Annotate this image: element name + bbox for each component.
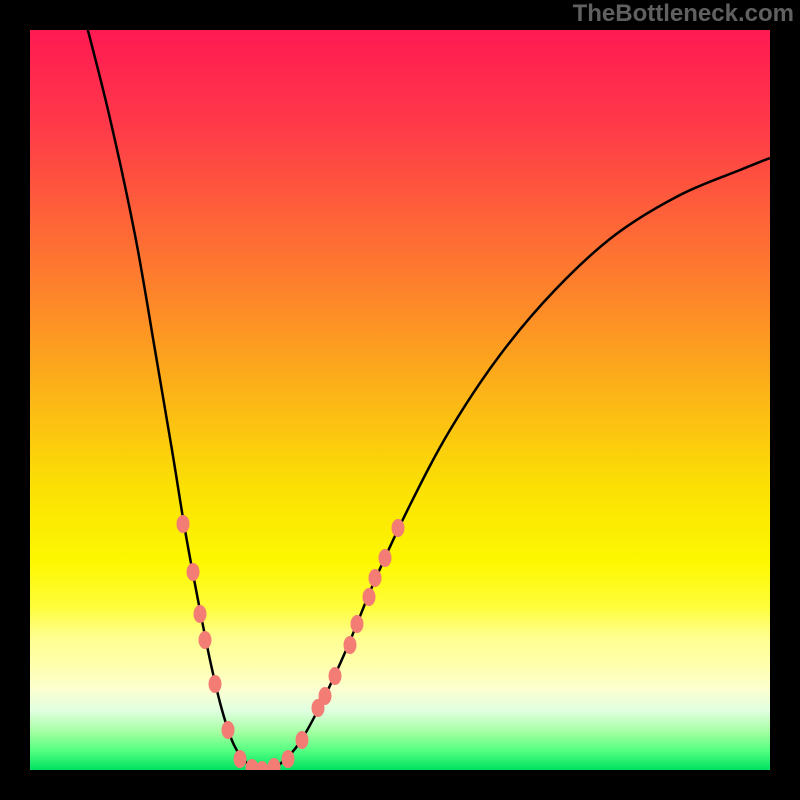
chart-svg xyxy=(0,0,800,800)
data-marker xyxy=(296,731,309,749)
data-marker xyxy=(369,569,382,587)
data-marker xyxy=(222,721,235,739)
data-marker xyxy=(329,667,342,685)
data-marker xyxy=(282,750,295,768)
data-marker xyxy=(351,615,364,633)
data-marker xyxy=(199,631,212,649)
data-marker xyxy=(344,636,357,654)
data-marker xyxy=(177,515,190,533)
plot-background xyxy=(30,30,770,770)
data-marker xyxy=(234,750,247,768)
data-marker xyxy=(379,549,392,567)
watermark-text: TheBottleneck.com xyxy=(573,0,794,28)
data-marker xyxy=(187,563,200,581)
data-marker xyxy=(319,687,332,705)
data-marker xyxy=(194,605,207,623)
data-marker xyxy=(392,519,405,537)
data-marker xyxy=(363,588,376,606)
data-marker xyxy=(209,675,222,693)
chart-container: TheBottleneck.com xyxy=(0,0,800,800)
